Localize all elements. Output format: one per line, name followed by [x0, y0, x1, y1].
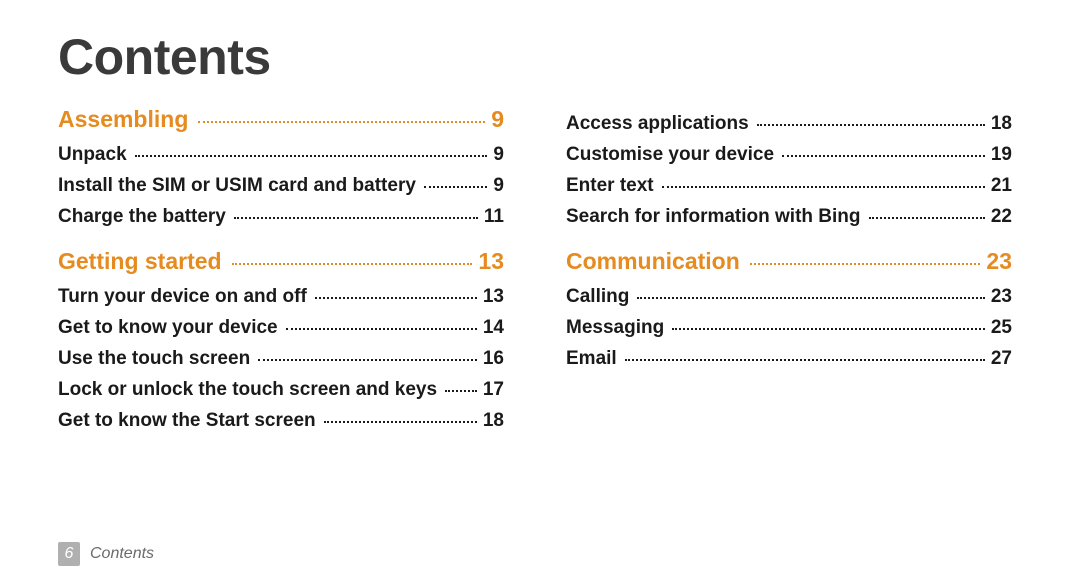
toc-item[interactable]: Unpack 9 — [58, 139, 504, 170]
toc-leader — [424, 186, 488, 188]
toc-item[interactable]: Charge the battery 11 — [58, 201, 504, 232]
toc-columns: Assembling9Unpack9Install the SIM or USI… — [58, 108, 1022, 436]
toc-item-page: 22 — [989, 207, 1012, 226]
toc-item[interactable]: Get to know the Start screen 18 — [58, 405, 504, 436]
toc-leader — [625, 359, 985, 361]
toc-item-label: Search for information with Bing — [566, 207, 861, 226]
toc-item[interactable]: Get to know your device 14 — [58, 312, 504, 343]
toc-column-left: Assembling9Unpack9Install the SIM or USI… — [58, 108, 504, 436]
toc-section-page: 13 — [476, 250, 504, 273]
toc-item[interactable]: Calling 23 — [566, 281, 1012, 312]
toc-item[interactable]: Lock or unlock the touch screen and keys… — [58, 374, 504, 405]
toc-leader — [445, 390, 477, 392]
toc-leader — [232, 263, 473, 265]
toc-item-page: 25 — [989, 318, 1012, 337]
toc-leader — [869, 217, 985, 219]
toc-item-label: Email — [566, 349, 617, 368]
toc-item-page: 11 — [482, 207, 504, 226]
footer-label: Contents — [90, 545, 154, 563]
toc-section-page: 9 — [489, 108, 504, 131]
toc-item[interactable]: Access applications 18 — [566, 108, 1012, 139]
toc-item[interactable]: Customise your device 19 — [566, 139, 1012, 170]
page: Contents Assembling9Unpack9Install the S… — [0, 0, 1080, 586]
toc-leader — [286, 328, 477, 330]
page-title: Contents — [58, 28, 1022, 86]
toc-item[interactable]: Enter text 21 — [566, 170, 1012, 201]
toc-section-page: 23 — [984, 250, 1012, 273]
toc-item-label: Calling — [566, 287, 629, 306]
toc-leader — [198, 121, 485, 123]
toc-item-page: 21 — [989, 176, 1012, 195]
toc-item-label: Lock or unlock the touch screen and keys — [58, 380, 437, 399]
toc-leader — [315, 297, 477, 299]
toc-item-label: Turn your device on and off — [58, 287, 307, 306]
toc-item-label: Access applications — [566, 114, 749, 133]
toc-leader — [672, 328, 985, 330]
toc-item[interactable]: Email 27 — [566, 343, 1012, 374]
toc-item-label: Install the SIM or USIM card and battery — [58, 176, 416, 195]
toc-item-label: Unpack — [58, 145, 127, 164]
toc-leader — [757, 124, 985, 126]
toc-section-label: Getting started — [58, 250, 222, 273]
toc-item-page: 14 — [481, 318, 504, 337]
toc-item-page: 9 — [491, 176, 504, 195]
toc-section[interactable]: Getting started 13 — [58, 246, 504, 281]
toc-item-page: 23 — [989, 287, 1012, 306]
toc-item-label: Get to know your device — [58, 318, 278, 337]
toc-item[interactable]: Search for information with Bing 22 — [566, 201, 1012, 232]
toc-leader — [234, 217, 478, 219]
toc-item-page: 27 — [989, 349, 1012, 368]
toc-section-label: Communication — [566, 250, 740, 273]
toc-item-label: Customise your device — [566, 145, 774, 164]
toc-item-label: Get to know the Start screen — [58, 411, 316, 430]
toc-leader — [324, 421, 477, 423]
toc-item-page: 13 — [481, 287, 504, 306]
toc-item-label: Use the touch screen — [58, 349, 250, 368]
toc-leader — [750, 263, 981, 265]
toc-item-page: 18 — [481, 411, 504, 430]
toc-item-label: Enter text — [566, 176, 654, 195]
footer: 6 Contents — [58, 542, 154, 566]
toc-item[interactable]: Install the SIM or USIM card and battery… — [58, 170, 504, 201]
toc-section[interactable]: Assembling 9 — [58, 108, 504, 139]
toc-leader — [637, 297, 985, 299]
toc-item-label: Charge the battery — [58, 207, 226, 226]
toc-item-page: 18 — [989, 114, 1012, 133]
toc-item[interactable]: Turn your device on and off 13 — [58, 281, 504, 312]
toc-item[interactable]: Use the touch screen 16 — [58, 343, 504, 374]
toc-item-label: Messaging — [566, 318, 664, 337]
toc-leader — [135, 155, 488, 157]
toc-item-page: 17 — [481, 380, 504, 399]
toc-item-page: 19 — [989, 145, 1012, 164]
toc-item-page: 9 — [491, 145, 504, 164]
toc-leader — [662, 186, 985, 188]
toc-item[interactable]: Messaging 25 — [566, 312, 1012, 343]
toc-column-right: Access applications 18 Customise your devi… — [566, 108, 1012, 436]
toc-section[interactable]: Communication 23 — [566, 246, 1012, 281]
toc-section-label: Assembling — [58, 108, 188, 131]
footer-page-number: 6 — [58, 542, 80, 566]
toc-item-page: 16 — [481, 349, 504, 368]
toc-leader — [782, 155, 985, 157]
toc-leader — [258, 359, 477, 361]
